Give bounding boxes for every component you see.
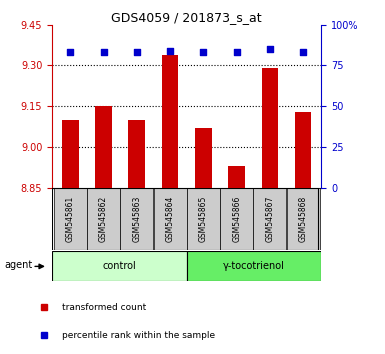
Text: GSM545867: GSM545867 [265, 195, 275, 242]
Bar [253, 188, 286, 250]
Bar [287, 188, 320, 250]
Bar [62, 120, 79, 188]
Point [100, 50, 107, 55]
Text: GSM545863: GSM545863 [132, 195, 141, 242]
Text: γ-tocotrienol: γ-tocotrienol [223, 261, 285, 272]
Text: GSM545864: GSM545864 [166, 195, 174, 242]
Bar [129, 120, 145, 188]
Point [67, 50, 74, 55]
Bar [261, 68, 278, 188]
Text: GSM545866: GSM545866 [232, 195, 241, 242]
Text: transformed count: transformed count [62, 303, 146, 312]
Bar [295, 112, 311, 188]
Bar [162, 55, 178, 188]
Bar [121, 188, 153, 250]
Bar [220, 188, 253, 250]
Bar [95, 106, 112, 188]
Point [234, 50, 240, 55]
Point [134, 50, 140, 55]
Text: agent: agent [4, 260, 32, 270]
Bar [187, 251, 321, 281]
Point [167, 48, 173, 54]
Bar [228, 166, 245, 188]
Text: GSM545868: GSM545868 [299, 195, 308, 242]
Text: GSM545862: GSM545862 [99, 195, 108, 242]
Text: percentile rank within the sample: percentile rank within the sample [62, 331, 215, 340]
Text: GSM545865: GSM545865 [199, 195, 208, 242]
Bar [154, 188, 187, 250]
Bar [87, 188, 120, 250]
Point [200, 50, 206, 55]
Text: control: control [102, 261, 136, 272]
Bar [52, 251, 187, 281]
Point [267, 46, 273, 52]
Bar [195, 128, 212, 188]
Bar [54, 188, 87, 250]
Text: GSM545861: GSM545861 [66, 195, 75, 242]
Bar [187, 188, 220, 250]
Point [300, 50, 306, 55]
Title: GDS4059 / 201873_s_at: GDS4059 / 201873_s_at [111, 11, 262, 24]
